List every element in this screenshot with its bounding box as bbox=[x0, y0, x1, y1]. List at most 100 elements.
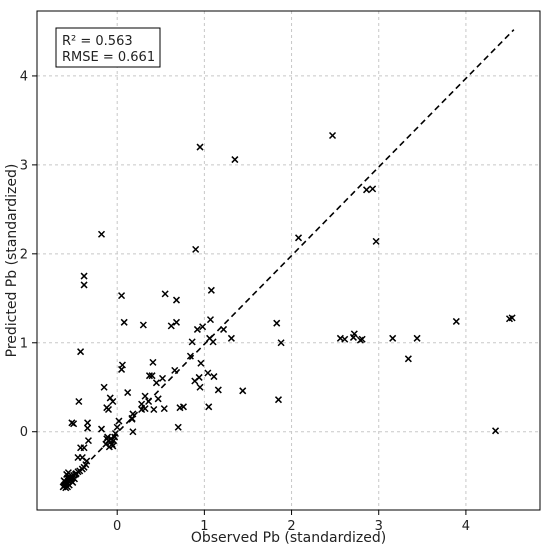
data-point bbox=[128, 415, 136, 423]
data-point bbox=[118, 365, 126, 373]
data-point bbox=[145, 397, 153, 406]
stats-box-frame bbox=[55, 27, 161, 68]
data-point bbox=[195, 373, 203, 381]
data-point bbox=[77, 444, 85, 452]
data-point bbox=[84, 424, 92, 432]
x-tick-label: 2 bbox=[287, 519, 295, 534]
data-point bbox=[84, 437, 92, 445]
x-tick-label: 1 bbox=[200, 519, 208, 534]
data-point bbox=[124, 389, 132, 397]
data-point bbox=[362, 186, 371, 194]
data-point bbox=[167, 322, 175, 330]
y-tick-label: 2 bbox=[20, 247, 28, 262]
data-point bbox=[389, 334, 397, 342]
data-point bbox=[197, 359, 205, 367]
data-point bbox=[145, 372, 153, 380]
y-tick-label: 0 bbox=[20, 425, 28, 440]
data-point bbox=[152, 379, 160, 387]
data-point bbox=[64, 469, 72, 477]
data-point bbox=[80, 272, 88, 280]
plot-frame bbox=[36, 10, 541, 511]
data-point bbox=[139, 321, 147, 329]
data-point bbox=[74, 453, 82, 462]
data-point bbox=[328, 131, 337, 140]
data-point bbox=[154, 395, 162, 403]
data-point bbox=[192, 245, 200, 253]
data-point bbox=[159, 374, 167, 382]
data-point bbox=[206, 316, 215, 324]
data-point bbox=[115, 417, 123, 425]
data-point bbox=[231, 156, 239, 164]
data-point bbox=[171, 366, 179, 374]
x-tick-label: 0 bbox=[113, 519, 121, 534]
data-point bbox=[141, 405, 149, 413]
data-point bbox=[62, 484, 70, 492]
data-point bbox=[508, 314, 516, 322]
y-axis-label: Predicted Pb (standardized) bbox=[4, 164, 20, 358]
data-point bbox=[369, 185, 377, 193]
data-point bbox=[160, 405, 168, 413]
data-point bbox=[84, 419, 92, 427]
data-point bbox=[413, 334, 421, 342]
data-point bbox=[492, 427, 500, 435]
y-tick-label: 1 bbox=[20, 336, 28, 351]
data-point bbox=[104, 433, 112, 441]
data-point bbox=[120, 318, 128, 326]
rmse-annotation: RMSE = 0.661 bbox=[62, 50, 155, 65]
data-point bbox=[220, 325, 228, 333]
data-point bbox=[179, 403, 187, 411]
data-point bbox=[452, 317, 460, 325]
data-point bbox=[80, 281, 88, 289]
data-point bbox=[148, 372, 156, 380]
data-point bbox=[372, 237, 380, 245]
data-point bbox=[205, 403, 213, 411]
data-point bbox=[193, 325, 201, 333]
data-point bbox=[129, 428, 137, 436]
data-point bbox=[294, 234, 303, 242]
data-point bbox=[141, 392, 149, 400]
data-point bbox=[274, 396, 283, 404]
y-tick-label: 3 bbox=[20, 158, 28, 173]
y-tick-label: 4 bbox=[20, 69, 28, 84]
data-point bbox=[358, 335, 366, 343]
data-point bbox=[199, 323, 207, 331]
x-tick-label: 3 bbox=[375, 519, 383, 534]
data-point bbox=[188, 338, 196, 346]
data-point bbox=[109, 397, 117, 406]
data-points bbox=[59, 131, 516, 492]
stats-box: R² = 0.563 RMSE = 0.661 bbox=[55, 27, 161, 68]
data-point bbox=[341, 335, 349, 343]
data-point bbox=[404, 355, 412, 363]
data-point bbox=[273, 319, 281, 327]
data-point bbox=[70, 475, 79, 483]
data-point bbox=[102, 440, 110, 448]
ticks: 0 1 2 3 4 0 1 2 3 4 bbox=[20, 69, 470, 534]
data-point bbox=[97, 230, 106, 238]
data-point bbox=[239, 387, 247, 395]
data-point bbox=[214, 386, 222, 394]
data-point bbox=[118, 292, 126, 300]
data-point bbox=[174, 423, 182, 431]
data-point bbox=[77, 348, 85, 356]
data-point bbox=[60, 477, 68, 485]
data-point bbox=[277, 339, 285, 347]
data-point bbox=[149, 358, 157, 366]
x-axis-label: Observed Pb (standardized) bbox=[191, 530, 386, 546]
data-point bbox=[207, 286, 215, 294]
x-tick-label: 4 bbox=[462, 519, 470, 534]
data-point bbox=[70, 420, 78, 428]
data-point bbox=[204, 369, 212, 377]
data-point bbox=[104, 405, 113, 414]
reference-diagonal-line bbox=[62, 29, 515, 489]
data-point bbox=[150, 405, 158, 414]
data-point bbox=[97, 425, 106, 433]
data-point bbox=[75, 397, 83, 406]
data-point bbox=[210, 373, 218, 381]
data-point bbox=[172, 296, 181, 304]
data-point bbox=[107, 435, 115, 443]
data-point bbox=[186, 352, 194, 360]
data-point bbox=[196, 383, 204, 391]
data-point bbox=[161, 290, 169, 298]
